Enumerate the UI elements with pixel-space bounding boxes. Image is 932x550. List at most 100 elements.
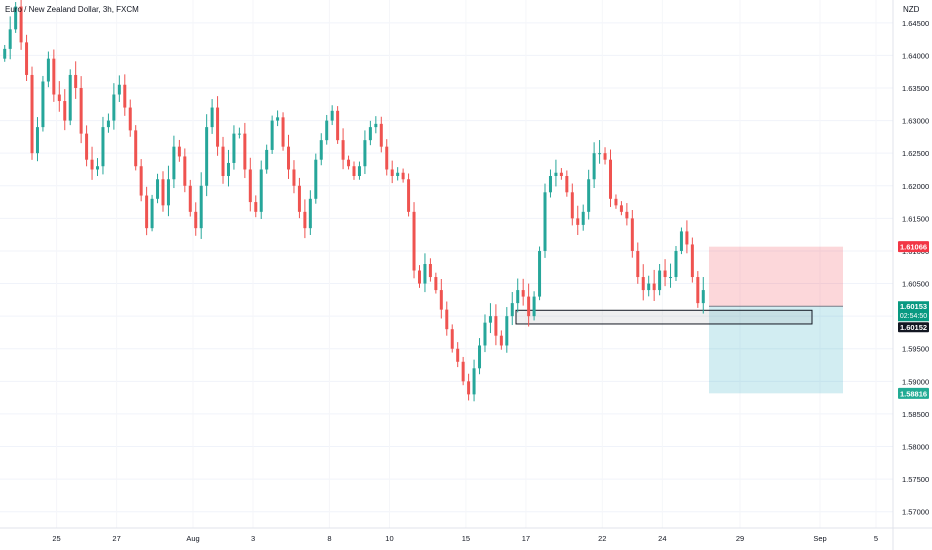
price-tick-label: 1.57500 (902, 475, 929, 484)
candle-body (625, 211, 629, 219)
price-tick-label: 1.63500 (902, 84, 929, 93)
price-tick-label: 1.58500 (902, 410, 929, 419)
candle-body (379, 123, 383, 147)
candle-body (347, 159, 351, 167)
current-price-label-bg (898, 301, 929, 322)
candle-body (281, 117, 285, 147)
candle-body (538, 250, 542, 297)
position-boxes (515, 246, 843, 394)
candle-body (172, 146, 176, 180)
time-tick-label: 24 (658, 534, 666, 543)
target-price-label: 1.58816 (900, 389, 927, 398)
candle-body (450, 329, 454, 349)
candle-body (270, 120, 274, 150)
candle-body (696, 277, 700, 304)
candle-body (145, 195, 149, 229)
time-tick-label: Aug (186, 534, 199, 543)
candle-body (472, 368, 476, 395)
candle-body (221, 146, 225, 176)
candle-body (139, 166, 143, 196)
candle-body (510, 303, 514, 317)
candle-body (90, 159, 94, 170)
candle-body (701, 290, 705, 304)
candle-body (35, 127, 39, 154)
countdown-label: 02:54:50 (900, 313, 927, 320)
candle-body (385, 146, 389, 170)
candle-body (357, 166, 361, 176)
candle-body (292, 169, 296, 186)
time-tick-label: 29 (736, 534, 744, 543)
candle-body (276, 117, 280, 121)
time-tick-label: 3 (251, 534, 255, 543)
price-tick-label: 1.64000 (902, 51, 929, 60)
time-tick-label: 27 (112, 534, 120, 543)
candle-body (423, 264, 427, 284)
candle-body (494, 316, 498, 336)
candle-body (303, 211, 307, 229)
candle-body (488, 316, 492, 323)
candle-body (325, 120, 329, 141)
candle-body (603, 153, 607, 160)
current-price-label: 1.60153 (900, 302, 927, 311)
candle-body (543, 192, 547, 251)
candle-body (614, 198, 618, 206)
candle-body (134, 130, 138, 167)
candle-body (314, 159, 318, 199)
candle-body (254, 202, 258, 212)
candle-body (297, 185, 301, 212)
candle-body (194, 211, 198, 229)
candle-body (52, 58, 56, 95)
candle-body (259, 169, 263, 212)
candle-body (663, 270, 667, 278)
candle-body (14, 6, 18, 30)
time-tick-label: 17 (522, 534, 530, 543)
candle-body (205, 127, 209, 186)
candle-body (210, 107, 214, 128)
candle-body (669, 277, 673, 279)
candle-body (319, 140, 323, 160)
candle-body (630, 218, 634, 251)
candle-body (434, 277, 438, 291)
price-tick-label: 1.59500 (902, 345, 929, 354)
candle-body (265, 149, 269, 170)
candle-body (685, 231, 689, 245)
price-tick-label: 1.62000 (902, 182, 929, 191)
candle-body (445, 309, 449, 330)
candle-body (456, 348, 460, 362)
candle-body (527, 296, 531, 317)
candle-body (161, 179, 165, 206)
candle-body (232, 133, 236, 163)
price-tick-label: 1.61500 (902, 214, 929, 223)
candle-body (287, 146, 291, 170)
candle-body (8, 29, 12, 49)
candle-body (46, 58, 50, 82)
candle-body (439, 290, 443, 310)
candle-body (308, 198, 312, 229)
time-tick-label: 25 (52, 534, 60, 543)
candle-body (417, 270, 421, 284)
price-axis: NZD 1.64500 1.64000 1.63500 1.63000 1.62500 1.… (892, 0, 929, 550)
candle-body (478, 345, 482, 369)
candle-body (565, 176, 569, 193)
stop-loss-zone (709, 246, 843, 307)
candle-body (608, 159, 612, 199)
candle-body (592, 153, 596, 180)
candle-body (330, 110, 334, 121)
price-tick-label: 1.58000 (902, 443, 929, 452)
candlestick-series (3, 0, 705, 402)
candle-body (57, 94, 61, 102)
price-tick-label: 1.64500 (902, 19, 929, 28)
candle-body (674, 250, 678, 278)
candle-body (3, 48, 7, 59)
candle-body (341, 140, 345, 160)
price-tick-label: 1.57000 (902, 508, 929, 517)
candle-body (352, 166, 356, 176)
time-tick-label: 22 (598, 534, 606, 543)
candle-body (554, 172, 558, 176)
candle-body (647, 283, 651, 291)
candle-body (658, 270, 662, 291)
candle-body (128, 107, 132, 131)
candle-body (636, 250, 640, 278)
candle-body (521, 290, 525, 297)
